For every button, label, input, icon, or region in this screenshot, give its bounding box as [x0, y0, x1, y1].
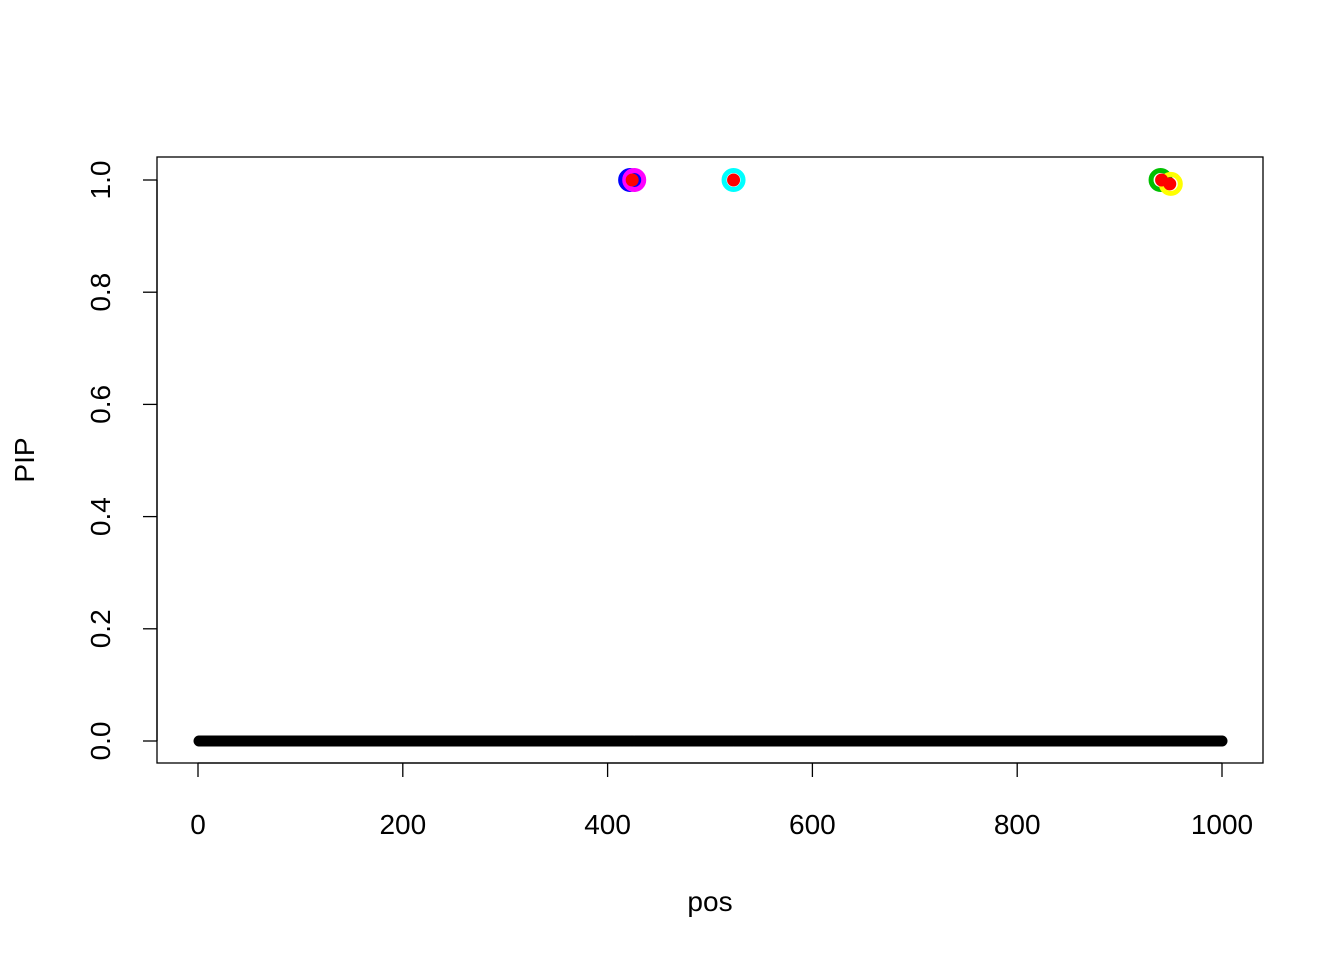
y-tick-label: 0.0	[85, 722, 116, 761]
y-axis-label: PIP	[9, 437, 40, 482]
x-tick-label: 1000	[1191, 809, 1253, 840]
x-tick-label: 0	[190, 809, 206, 840]
y-tick-label: 0.8	[85, 273, 116, 312]
pip-point	[1216, 735, 1228, 747]
x-tick-label: 800	[994, 809, 1041, 840]
credible-set-point	[721, 168, 746, 192]
true-effect-point	[727, 173, 741, 187]
x-tick-label: 600	[789, 809, 836, 840]
true-effect-point	[1163, 177, 1177, 191]
points-layer	[193, 168, 1228, 747]
y-tick-label: 1.0	[85, 161, 116, 200]
x-axis-label: pos	[687, 886, 732, 917]
y-axis: 0.0 0.2 0.4 0.6 0.8 1.0	[85, 161, 158, 761]
y-tick-label: 0.6	[85, 385, 116, 424]
true-effect-point	[625, 173, 639, 187]
x-tick-label: 200	[379, 809, 426, 840]
x-axis: 0 200 400 600 800 1000	[190, 762, 1253, 840]
credible-set-point	[622, 168, 647, 192]
x-tick-label: 400	[584, 809, 631, 840]
plot-frame	[156, 156, 1264, 764]
y-tick-label: 0.4	[85, 497, 116, 536]
y-tick-label: 0.2	[85, 609, 116, 648]
